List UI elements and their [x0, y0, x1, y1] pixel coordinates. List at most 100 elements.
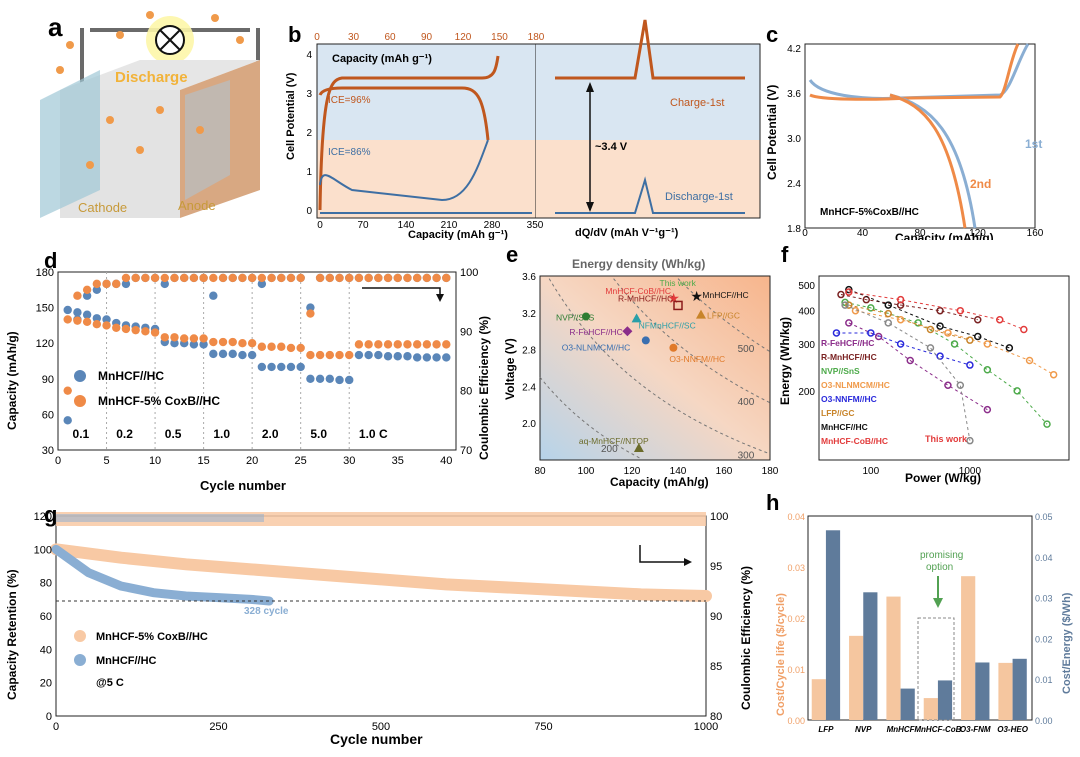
point-label: LFP//GC [707, 311, 740, 321]
capacity-point [296, 362, 305, 372]
ragone-point [1005, 344, 1014, 352]
x-tick-label: 80 [534, 466, 546, 477]
y-tick-label: 150 [36, 303, 54, 315]
legend-marker-1 [74, 370, 86, 382]
condition-label: @5 C [96, 677, 124, 689]
promising-label-1: promising [920, 550, 963, 561]
ce-point [306, 309, 315, 318]
y-tick-label: 80 [40, 578, 52, 590]
ce-point [121, 279, 131, 289]
capacity-point [112, 323, 121, 332]
capacity-point [63, 305, 72, 315]
highlight-box [917, 617, 955, 721]
y-axis-title: Cost/Cycle life ($/cycle) [775, 593, 787, 716]
y-tick-label: 0.03 [787, 563, 805, 573]
x-tick-label: 5 [103, 455, 109, 467]
capacity-point [432, 340, 441, 349]
capacity-point [393, 352, 402, 361]
panel-b-letter: b [288, 22, 301, 47]
dqdv-chart: ~3.4 V Charge-1st Discharge-1st dQ/dV (m… [534, 19, 761, 239]
y2-tick-label: 0.04 [1035, 553, 1053, 563]
capacity-point [306, 350, 315, 360]
bar-cost-cycle [998, 662, 1013, 720]
energy-density-chart: e Energy density (Wh/kg) 200 300 400 500 Th… [503, 242, 779, 489]
plot-frame [804, 43, 1036, 229]
ce-point [335, 273, 344, 283]
panel-b-right: ~3.4 V Charge-1st Discharge-1st dQ/dV (m… [534, 0, 765, 240]
y2-axis-title: Coulombic Efficiency (%) [477, 316, 491, 460]
cycle2-discharge [889, 93, 967, 229]
cell-top [60, 60, 260, 90]
y-tick-label: 2.4 [787, 179, 801, 190]
ce-point [63, 386, 72, 395]
this-work-label: This work [925, 434, 968, 444]
ragone-point [874, 332, 883, 341]
y2-tick-label: 0.00 [1035, 716, 1053, 726]
ragone-point [896, 295, 905, 304]
capacity-point [73, 316, 82, 325]
capacity-point [247, 350, 257, 360]
point-label: NFMnHCF//SC [639, 320, 696, 330]
ice-86-label: ICE=86% [328, 147, 371, 158]
data-point [673, 300, 683, 311]
plot-frame [818, 275, 1070, 461]
legend-label: R-MnHCF//HC [821, 352, 877, 362]
legend-label-2: MnHCF-5% CoxB//HC [98, 394, 220, 408]
x-axis-title: Cycle number [330, 731, 423, 747]
ce-point [383, 273, 393, 283]
ragone-point [983, 405, 992, 414]
y2-tick-label: 90 [710, 611, 722, 623]
capacity-point [286, 362, 296, 372]
ce-point [73, 291, 82, 300]
ce-point [92, 285, 102, 294]
ce-point [442, 273, 451, 283]
y2-tick-label: 90 [460, 326, 472, 338]
category-label: LFP [818, 725, 834, 734]
y-tick-label: 120 [34, 511, 52, 523]
capacity-point [179, 334, 189, 343]
capacity-point [238, 339, 247, 348]
capacity-point [267, 342, 276, 351]
panel-h-letter: h [766, 490, 779, 515]
x-tick-label: 250 [209, 721, 227, 733]
panel-a: a Discharge Cathode Anode [0, 0, 285, 240]
x-axis-title: Capacity (mAh/g) [610, 475, 709, 489]
capacity-point [102, 315, 111, 324]
legend-label: R-FeHCF//HC [821, 338, 874, 348]
ragone-point [966, 336, 974, 344]
bar-cost-cycle [923, 698, 938, 720]
capacity-point [335, 350, 344, 360]
legend-label-1: MnHCF//HC [98, 369, 164, 383]
y-tick-label: 2.8 [522, 346, 536, 357]
capacity-point [257, 362, 267, 372]
bar-cost-energy [863, 592, 878, 720]
legend-label: LFP//GC [821, 408, 855, 418]
y-tick-label: 200 [798, 387, 815, 398]
long-cycle-chart: g 0 250 500 750 1000 0 20 40 60 80 100 120 80 85 90 95 1… [5, 502, 753, 747]
legend-marker-2 [74, 395, 86, 407]
y2-axis-title: Cost/Energy ($/Wh) [1061, 592, 1073, 694]
x-tick-label: 0 [317, 220, 323, 231]
y-tick-label: 4.2 [787, 44, 801, 55]
capacity-point [422, 353, 432, 362]
capacity-point [63, 315, 72, 324]
data-point [582, 312, 590, 321]
ce-point [102, 279, 111, 289]
x-tick-label: 280 [484, 220, 501, 231]
point-label: This work [660, 278, 697, 288]
retention-series-base [51, 544, 274, 606]
panel-c-letter: c [766, 22, 778, 47]
ce-point [257, 273, 267, 283]
legend-label: MnHCF-CoB//HC [821, 436, 888, 446]
discharge-peak [555, 176, 745, 214]
capacity-point [403, 352, 412, 361]
capacity-point [403, 340, 412, 349]
x-tick-label: 70 [357, 220, 369, 231]
y-tick-label: 40 [40, 644, 52, 656]
y-tick-label: 2 [306, 128, 312, 139]
capacity-point [209, 349, 218, 359]
y2-tick-label: 0.01 [1035, 675, 1053, 685]
ragone-point [884, 309, 893, 318]
capacity-point [412, 340, 422, 349]
x-tick-label: 120 [969, 228, 986, 239]
